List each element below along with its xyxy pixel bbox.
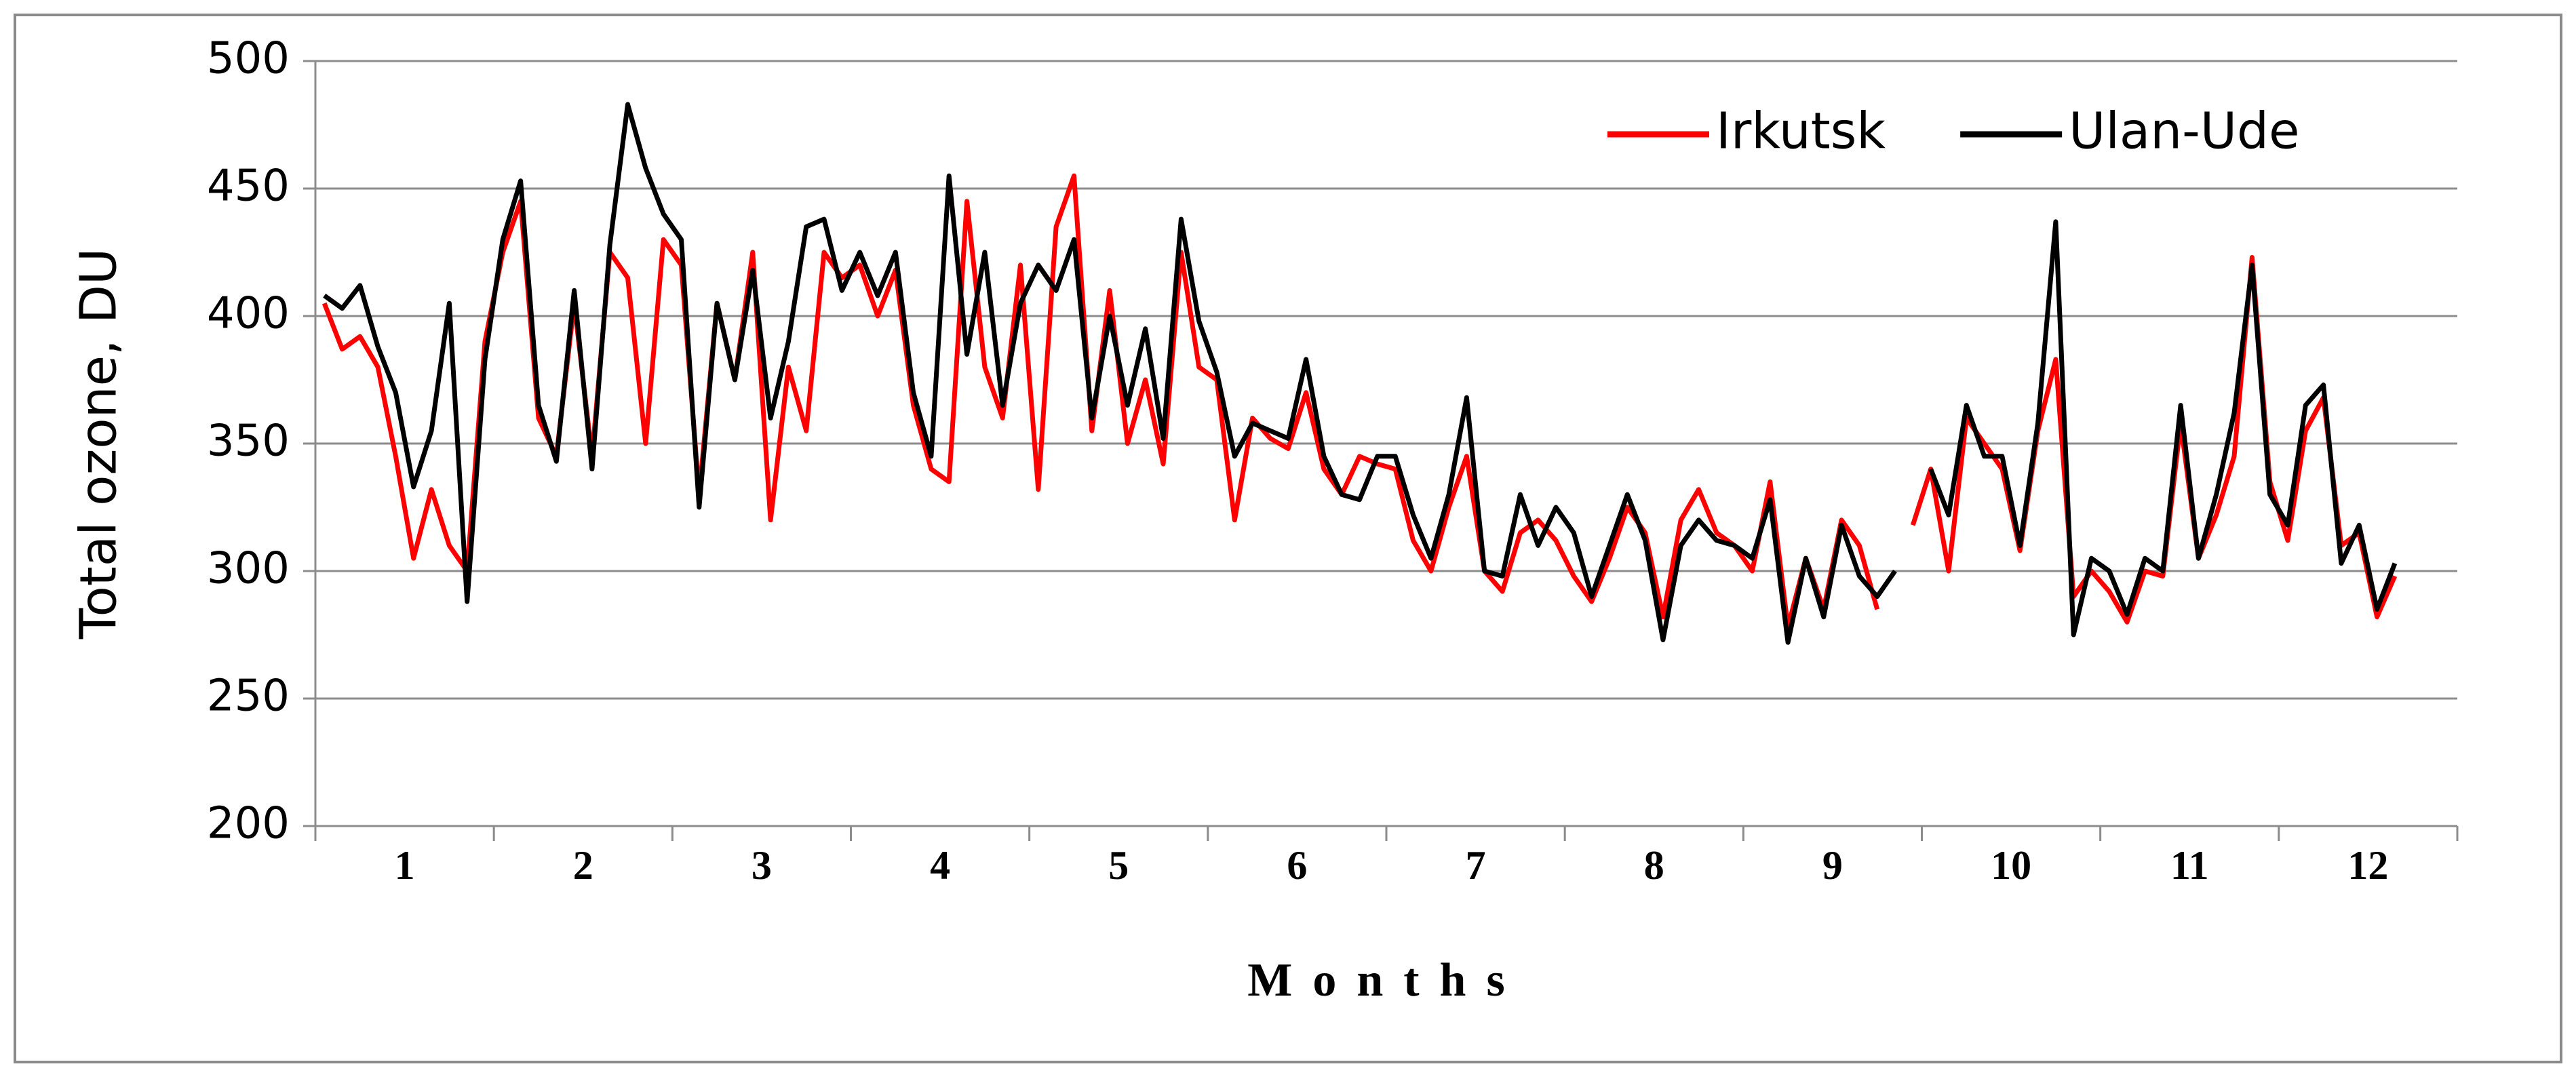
y-axis-title: Total ozone, DU <box>70 248 128 640</box>
series-line <box>323 102 2398 645</box>
y-tick-label: 500 <box>207 34 290 84</box>
x-tick-label: 4 <box>930 843 950 888</box>
x-tick-label: 1 <box>395 843 415 888</box>
x-tick-label: 6 <box>1287 843 1307 888</box>
y-tick-label: 350 <box>207 416 290 467</box>
y-tick-label: 400 <box>207 289 290 339</box>
x-tick-label: 9 <box>1822 843 1843 888</box>
chart-frame <box>14 14 2562 1063</box>
x-tick-label: 10 <box>1991 843 2031 888</box>
x-tick-label: 3 <box>752 843 772 888</box>
x-tick-label: 12 <box>2347 843 2388 888</box>
y-tick-label: 250 <box>207 671 290 722</box>
x-tick-label: 7 <box>1466 843 1486 888</box>
x-tick-label: 11 <box>2170 843 2209 888</box>
legend-label: Ulan-Ude <box>2069 102 2299 161</box>
x-axis-title: Months <box>1247 954 1525 1006</box>
legend-label: Irkutsk <box>1716 102 1886 161</box>
x-tick-label: 8 <box>1644 843 1664 888</box>
y-tick-label: 450 <box>207 161 290 212</box>
x-tick-label: 2 <box>573 843 593 888</box>
y-tick-label: 300 <box>207 544 290 594</box>
y-tick-label: 200 <box>207 799 290 849</box>
x-tick-label: 5 <box>1108 843 1129 888</box>
